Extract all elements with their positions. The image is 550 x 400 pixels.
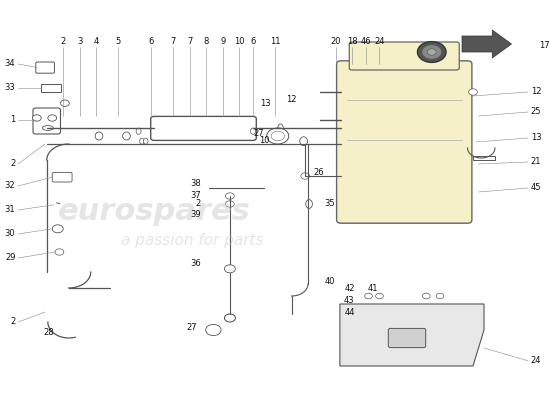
Text: 2: 2 xyxy=(195,200,201,208)
Circle shape xyxy=(417,42,446,62)
Circle shape xyxy=(224,314,235,322)
Text: 20: 20 xyxy=(330,38,341,46)
Text: 6: 6 xyxy=(148,38,154,46)
Text: 31: 31 xyxy=(5,206,15,214)
FancyBboxPatch shape xyxy=(41,84,60,92)
Circle shape xyxy=(271,131,284,141)
Text: 34: 34 xyxy=(5,60,15,68)
FancyBboxPatch shape xyxy=(388,328,426,348)
Text: 9: 9 xyxy=(220,38,225,46)
Text: 3: 3 xyxy=(77,38,82,46)
Text: 2: 2 xyxy=(60,38,66,46)
Text: 41: 41 xyxy=(367,284,378,293)
Text: 13: 13 xyxy=(531,134,541,142)
Circle shape xyxy=(226,193,234,199)
Text: 38: 38 xyxy=(190,179,201,188)
Text: eurospares: eurospares xyxy=(58,198,250,226)
Ellipse shape xyxy=(136,128,141,134)
Circle shape xyxy=(436,293,444,299)
Text: 29: 29 xyxy=(5,254,15,262)
Text: 5: 5 xyxy=(116,38,121,46)
Text: 6: 6 xyxy=(250,38,256,46)
Text: 18: 18 xyxy=(346,38,358,46)
Circle shape xyxy=(60,100,69,106)
Text: 36: 36 xyxy=(190,260,201,268)
Ellipse shape xyxy=(278,124,283,132)
Text: 8: 8 xyxy=(204,38,209,46)
Text: 28: 28 xyxy=(43,328,54,337)
Text: 11: 11 xyxy=(270,38,280,46)
Text: 37: 37 xyxy=(190,192,201,200)
Ellipse shape xyxy=(123,132,130,140)
Circle shape xyxy=(365,293,372,299)
Polygon shape xyxy=(340,304,484,366)
Text: 35: 35 xyxy=(324,200,335,208)
Circle shape xyxy=(32,115,41,121)
Circle shape xyxy=(422,45,442,59)
Text: 42: 42 xyxy=(344,284,355,293)
Text: 44: 44 xyxy=(344,308,355,317)
FancyBboxPatch shape xyxy=(33,108,60,134)
Ellipse shape xyxy=(95,132,103,140)
Circle shape xyxy=(52,225,63,233)
Text: 7: 7 xyxy=(170,38,176,46)
Text: 4: 4 xyxy=(94,38,99,46)
Text: 24: 24 xyxy=(531,356,541,365)
Circle shape xyxy=(267,128,289,144)
Text: 43: 43 xyxy=(344,296,355,305)
Text: 40: 40 xyxy=(324,278,335,286)
Ellipse shape xyxy=(42,126,53,130)
Circle shape xyxy=(301,173,310,179)
Circle shape xyxy=(422,293,430,299)
Circle shape xyxy=(48,115,57,121)
Circle shape xyxy=(376,293,383,299)
Text: 26: 26 xyxy=(314,168,324,177)
Circle shape xyxy=(224,265,235,273)
Text: 27: 27 xyxy=(254,130,264,138)
Circle shape xyxy=(469,89,477,95)
Text: 25: 25 xyxy=(531,108,541,116)
Text: 2: 2 xyxy=(10,318,15,326)
Text: 30: 30 xyxy=(5,230,15,238)
Text: 12: 12 xyxy=(531,88,541,96)
Text: 7: 7 xyxy=(187,38,192,46)
FancyBboxPatch shape xyxy=(349,42,459,70)
Text: a passion for parts: a passion for parts xyxy=(121,232,264,248)
Polygon shape xyxy=(462,30,512,58)
FancyBboxPatch shape xyxy=(151,116,256,140)
Ellipse shape xyxy=(144,138,148,144)
FancyBboxPatch shape xyxy=(473,156,495,160)
FancyBboxPatch shape xyxy=(52,172,72,182)
Text: 45: 45 xyxy=(531,184,541,192)
Text: 10: 10 xyxy=(234,38,245,46)
Text: 10: 10 xyxy=(259,136,270,145)
Circle shape xyxy=(427,49,436,55)
Ellipse shape xyxy=(306,200,312,208)
Text: 21: 21 xyxy=(531,158,541,166)
Text: 12: 12 xyxy=(286,96,296,104)
Text: 32: 32 xyxy=(5,182,15,190)
Text: 2: 2 xyxy=(10,160,15,168)
Text: 46: 46 xyxy=(360,38,371,46)
Ellipse shape xyxy=(250,128,255,134)
Text: 39: 39 xyxy=(190,210,201,219)
FancyBboxPatch shape xyxy=(36,62,54,73)
FancyBboxPatch shape xyxy=(337,61,472,223)
Ellipse shape xyxy=(140,138,144,144)
Text: 1: 1 xyxy=(10,116,15,124)
Text: 24: 24 xyxy=(374,38,385,46)
Circle shape xyxy=(206,324,221,336)
Text: 17: 17 xyxy=(539,42,549,50)
Circle shape xyxy=(55,249,64,255)
Text: 27: 27 xyxy=(186,324,197,332)
Ellipse shape xyxy=(300,137,307,146)
Text: 13: 13 xyxy=(260,100,271,108)
Circle shape xyxy=(226,201,234,207)
Text: 33: 33 xyxy=(4,84,15,92)
